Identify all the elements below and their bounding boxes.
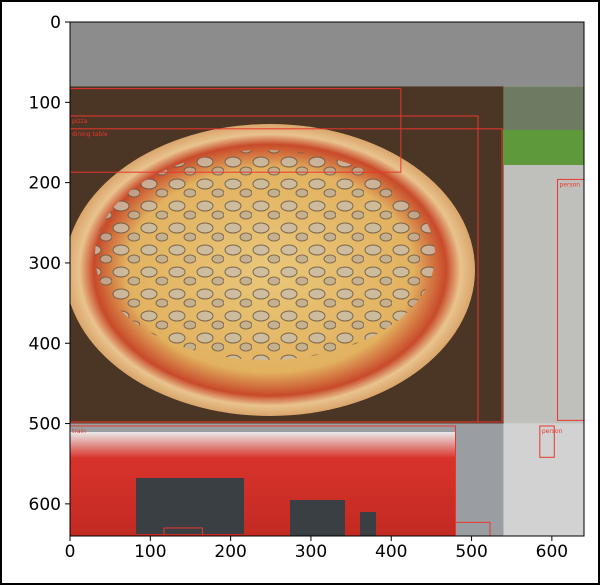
bounding-box-label: dining table [72, 131, 108, 138]
y-tick-label: 300 [29, 254, 61, 274]
x-tick-label: 0 [65, 542, 76, 562]
bounding-box-label: person [542, 428, 563, 435]
bounding-box-label: person [559, 181, 580, 188]
x-tick-label: 600 [536, 542, 568, 562]
bounding-box [556, 178, 584, 421]
x-tick-label: 100 [134, 542, 166, 562]
x-tick-label: 500 [455, 542, 487, 562]
image-tile-crowd-photo [503, 423, 584, 536]
bounding-box-label: pizza [72, 118, 88, 125]
park-grass [503, 130, 584, 165]
image-tile-street-photo [503, 162, 584, 424]
y-tick-label: 400 [29, 334, 61, 354]
bounding-box [70, 128, 503, 423]
train-window [360, 512, 376, 536]
bounding-box [70, 88, 402, 173]
y-tick-label: 200 [29, 174, 61, 194]
bounding-box [539, 425, 555, 458]
y-tick-label: 0 [50, 13, 61, 33]
bounding-box-label: train [72, 428, 86, 435]
x-tick-label: 200 [214, 542, 246, 562]
y-tick-label: 100 [29, 93, 61, 113]
x-axis: 0 100 200 300 400 500 600 [65, 536, 568, 562]
mushroom-toppings [95, 150, 435, 360]
x-tick-label: 300 [295, 542, 327, 562]
plot-area-border [69, 21, 585, 537]
y-axis: 0 100 200 300 400 500 600 [29, 13, 70, 515]
photo-details [70, 124, 584, 536]
train-window [290, 500, 345, 536]
bounding-box [163, 527, 204, 536]
train-window [136, 478, 244, 534]
y-tick-label: 600 [29, 495, 61, 515]
train-body [70, 432, 456, 536]
image-tile-padding [70, 22, 584, 87]
x-tick-label: 400 [375, 542, 407, 562]
y-tick-label: 500 [29, 415, 61, 435]
